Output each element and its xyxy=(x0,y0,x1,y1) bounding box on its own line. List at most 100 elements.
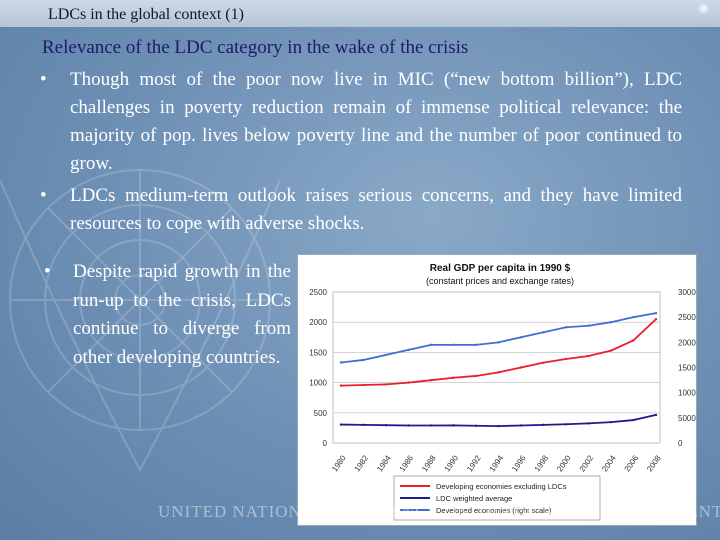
left-tick-label: 1500 xyxy=(309,348,327,357)
x-tick-label: 1998 xyxy=(533,453,551,473)
slide-title: LDCs in the global context (1) xyxy=(48,6,244,23)
series-point xyxy=(654,311,658,315)
series-point xyxy=(474,424,478,427)
section-heading: Relevance of the LDC category in the wak… xyxy=(42,37,469,58)
series-point xyxy=(497,371,500,374)
left-axis-ticks: 0 500 1000 1500 2000 2500 xyxy=(309,288,327,448)
series-point xyxy=(609,349,613,352)
x-tick-label: 1982 xyxy=(353,453,371,473)
series-point xyxy=(564,357,568,361)
bullet-item: • LDCs medium-term outlook raises seriou… xyxy=(40,182,682,238)
bullet-text: LDCs medium-term outlook raises serious … xyxy=(70,185,682,234)
series-layer xyxy=(339,311,658,428)
series-point xyxy=(609,420,613,424)
series-point xyxy=(519,336,523,339)
bullet-dot: • xyxy=(44,261,51,282)
series-point xyxy=(542,331,545,334)
x-tick-label: 1990 xyxy=(443,453,461,473)
series-point xyxy=(474,374,478,378)
series-point xyxy=(632,315,635,319)
series-point xyxy=(407,381,410,384)
bullet-dot: • xyxy=(40,69,47,90)
x-tick-label: 1994 xyxy=(488,453,506,473)
right-tick-label: 10000 xyxy=(678,389,696,398)
series-point xyxy=(339,423,343,426)
series-point xyxy=(384,383,388,386)
series-point xyxy=(407,348,410,352)
series-point xyxy=(362,358,365,362)
series-point xyxy=(542,423,545,427)
footer-watermark: UNITED NATIONS CONFERENCE ON TRADE AND D… xyxy=(158,502,720,521)
left-tick-label: 2000 xyxy=(309,318,327,327)
x-tick-label: 1980 xyxy=(330,453,348,473)
series-point xyxy=(429,378,433,382)
chart-subtitle: (constant prices and exchange rates) xyxy=(426,276,574,286)
series-point xyxy=(384,423,388,427)
right-tick-label: 0 xyxy=(678,439,683,448)
series-point xyxy=(519,366,523,369)
series-point xyxy=(452,343,455,347)
bullet-dot: • xyxy=(40,185,47,206)
x-tick-label: 2004 xyxy=(600,453,618,473)
series-point xyxy=(654,413,658,417)
x-tick-label: 1986 xyxy=(398,453,416,473)
x-tick-label: 2002 xyxy=(578,453,596,473)
series-point xyxy=(654,317,658,321)
series-point xyxy=(587,422,590,425)
bullet-text: Though most of the poor now live in MIC … xyxy=(70,69,682,174)
x-tick-label: 1996 xyxy=(510,453,528,473)
right-tick-label: 15000 xyxy=(678,364,696,373)
legend-label: Developed economies (right scale) xyxy=(436,506,552,515)
x-tick-label: 1988 xyxy=(420,453,438,473)
right-tick-label: 5000 xyxy=(678,414,696,423)
left-tick-label: 1000 xyxy=(309,379,327,388)
series-point xyxy=(632,339,635,342)
x-tick-label: 1984 xyxy=(375,453,393,473)
series-point xyxy=(362,423,365,427)
series-point xyxy=(339,361,343,364)
gdp-chart: Real GDP per capita in 1990 $ (constant … xyxy=(297,254,697,526)
x-tick-label: 2000 xyxy=(555,453,573,473)
series-point xyxy=(564,326,568,329)
side-bullet-text: Despite rapid growth in the run-up to th… xyxy=(73,261,291,368)
footer-watermark-right: UNCTAD xyxy=(600,502,676,521)
series-point xyxy=(497,341,500,344)
x-tick-label: 2006 xyxy=(623,453,641,473)
series-point xyxy=(587,354,590,358)
series-point xyxy=(407,424,410,427)
series-point xyxy=(587,324,590,327)
bullet-list: • Though most of the poor now live in MI… xyxy=(40,66,682,242)
left-tick-label: 2500 xyxy=(309,288,327,297)
side-bullet: • Despite rapid growth in the run-up to … xyxy=(44,258,291,372)
series-point xyxy=(452,424,455,427)
series-point xyxy=(452,376,455,379)
grid-layer xyxy=(332,291,661,444)
chart-title: Real GDP per capita in 1990 $ xyxy=(430,263,571,274)
bullet-item: • Though most of the poor now live in MI… xyxy=(40,66,682,178)
series-point xyxy=(429,343,433,347)
x-axis-ticks: 1980 1982 1984 1986 1988 1990 1992 1994 1996 1998… xyxy=(330,453,663,473)
series-point xyxy=(632,418,635,422)
series-point xyxy=(339,384,343,387)
header-dot xyxy=(700,5,707,12)
legend-label: LDC weighted average xyxy=(436,494,512,503)
series-point xyxy=(474,343,478,347)
series-point xyxy=(497,424,500,428)
series-point xyxy=(542,361,545,364)
series-point xyxy=(362,383,365,387)
header-bar: LDCs in the global context (1) xyxy=(0,0,720,27)
series-point xyxy=(609,321,613,324)
series-point xyxy=(429,424,433,427)
x-tick-label: 2008 xyxy=(645,453,663,473)
legend-label: Developing economies excluding LDCs xyxy=(436,482,567,491)
plot-area xyxy=(332,291,661,444)
left-tick-label: 500 xyxy=(314,409,328,418)
series-point xyxy=(384,353,388,357)
series-point xyxy=(519,424,523,427)
left-tick-label: 0 xyxy=(323,439,328,448)
gdp-chart-svg: Real GDP per capita in 1990 $ (constant … xyxy=(309,263,696,521)
right-tick-label: 30000 xyxy=(678,288,696,297)
